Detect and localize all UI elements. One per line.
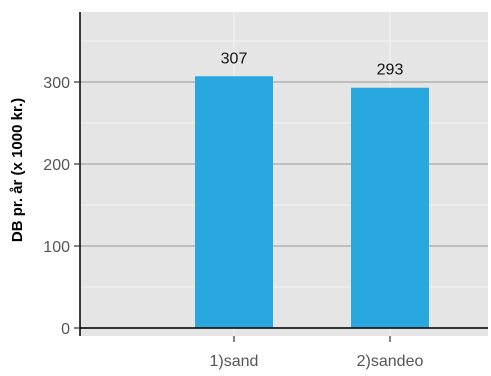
bar-2 xyxy=(351,87,429,329)
x-ticks: 1)sand 2)sandeo xyxy=(210,336,424,370)
y-tick-label: 300 xyxy=(43,75,70,92)
bar-1 xyxy=(195,76,273,328)
y-tick-label: 200 xyxy=(43,157,70,174)
bar-value-label: 307 xyxy=(221,50,248,67)
y-ticks: 0 100 200 300 xyxy=(43,75,80,338)
x-tick-label: 1)sand xyxy=(210,353,259,370)
bars xyxy=(195,76,429,329)
y-tick-label: 100 xyxy=(43,239,70,256)
y-tick-label: 0 xyxy=(61,321,70,338)
x-tick-label: 2)sandeo xyxy=(357,353,424,370)
bar-value-label: 293 xyxy=(377,62,404,79)
bar-labels: 307 293 xyxy=(221,50,404,78)
y-axis-title: DB pr. år (x 1000 kr.) xyxy=(9,98,26,242)
